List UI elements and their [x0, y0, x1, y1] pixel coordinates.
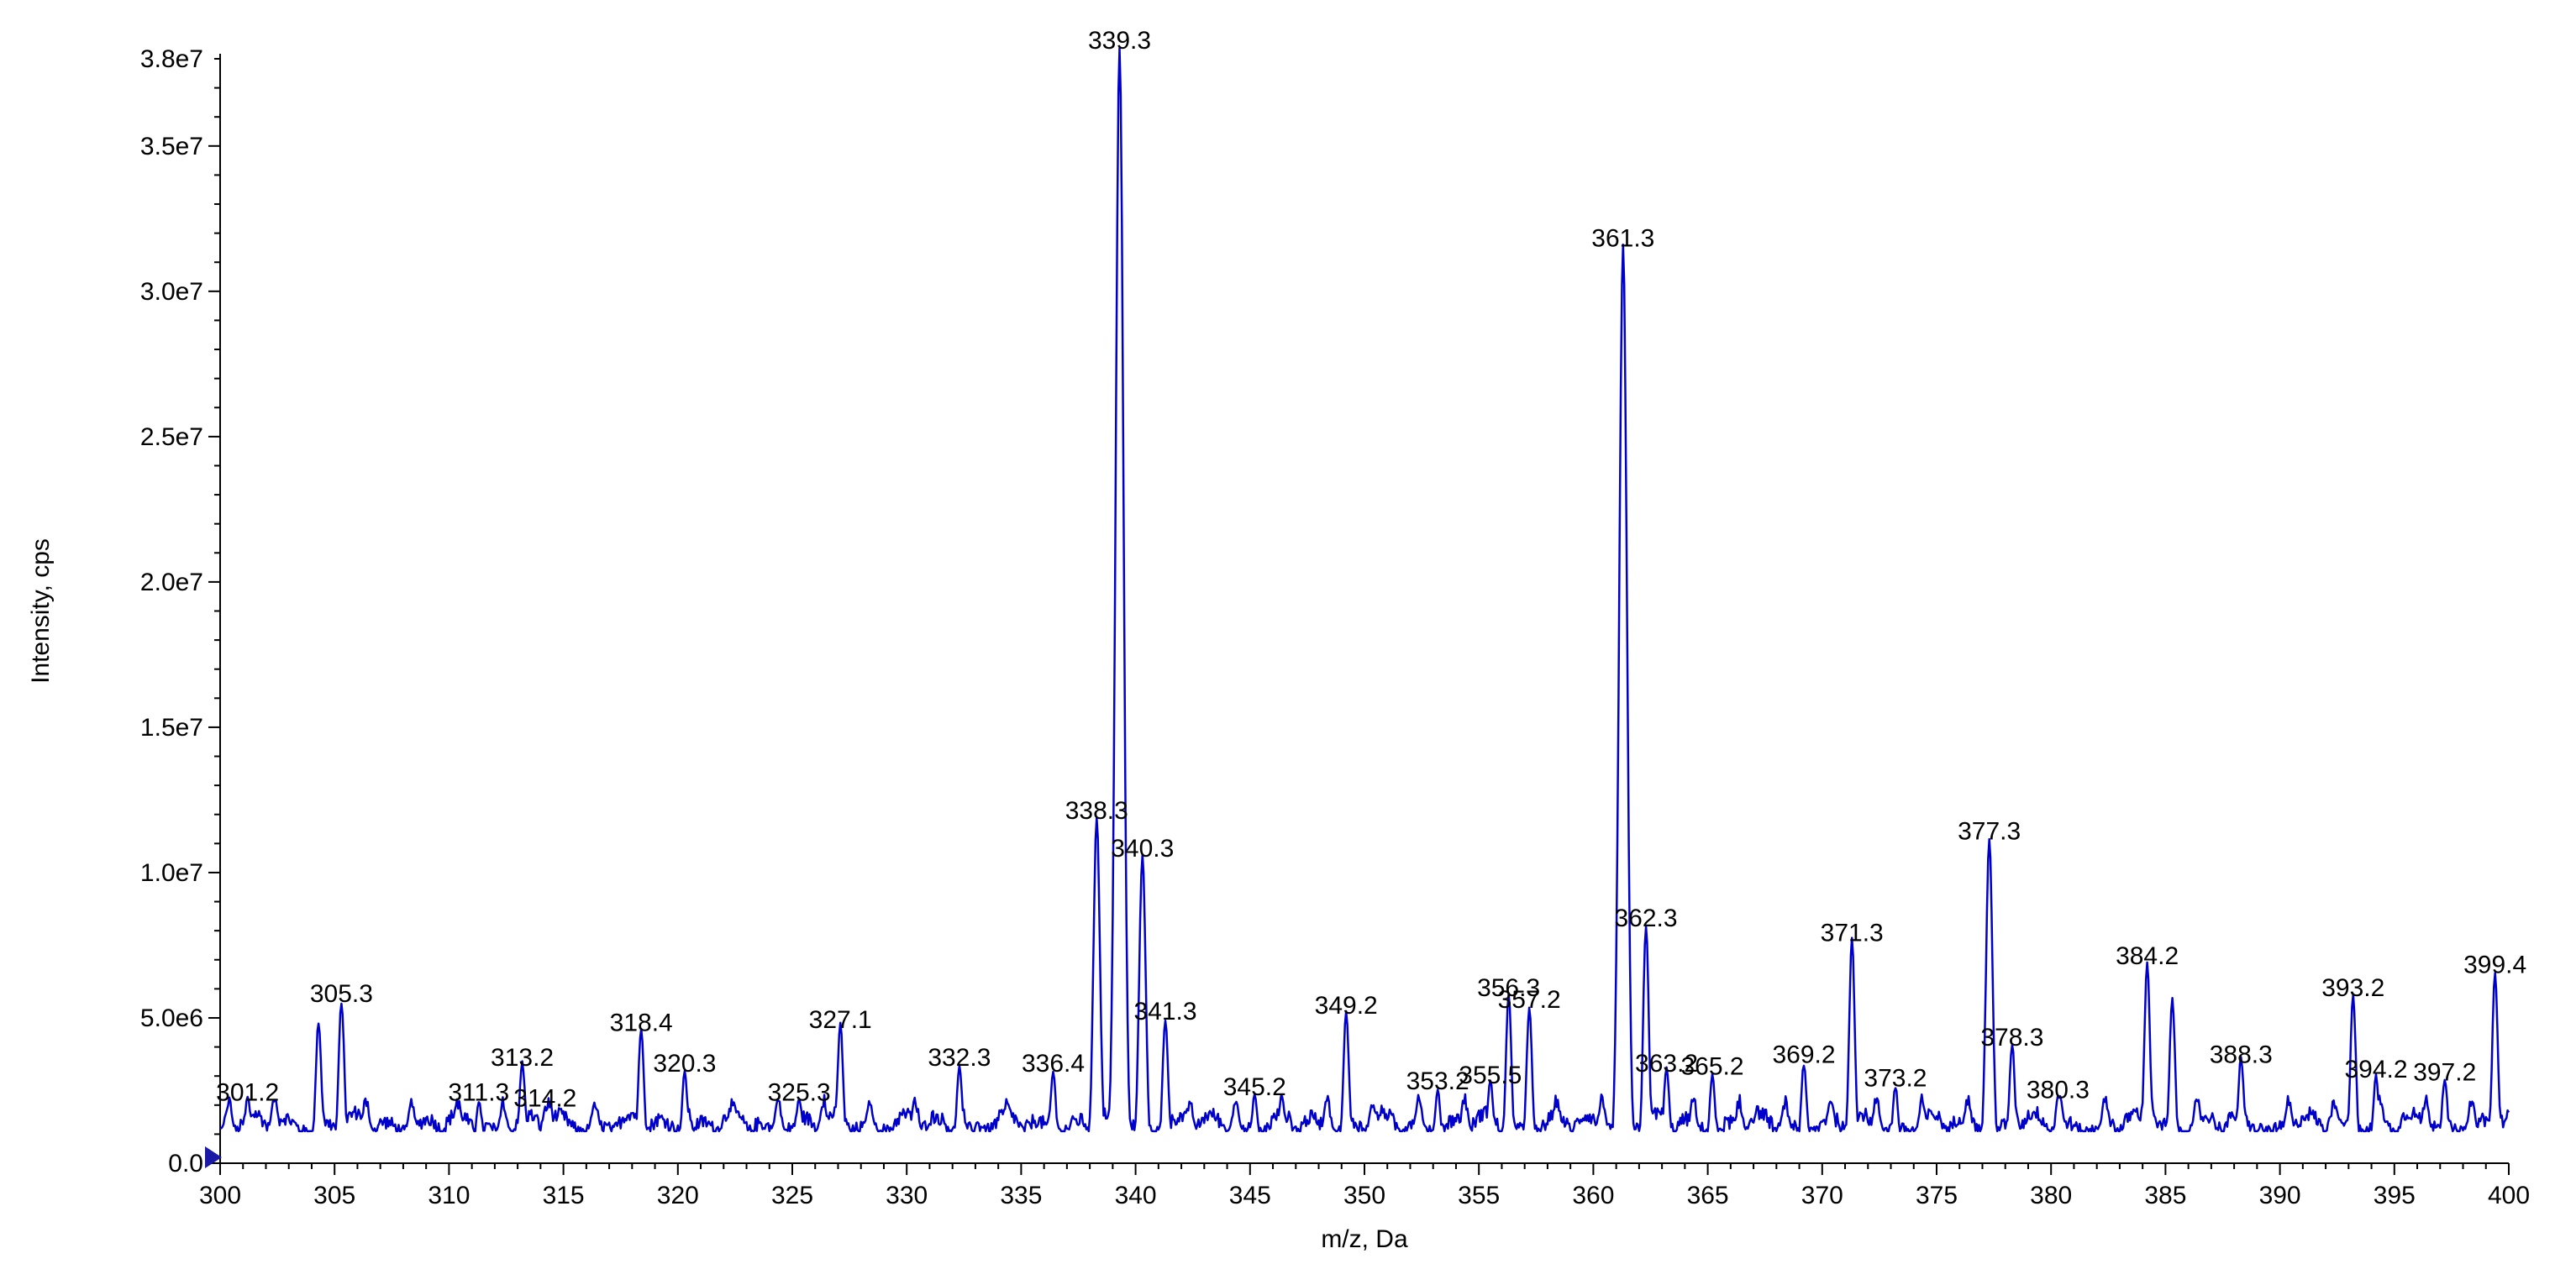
- y-tick-label: 3.8e7: [140, 45, 203, 73]
- x-tick-label: 335: [1000, 1182, 1042, 1209]
- peak-label: 371.3: [1821, 919, 1884, 947]
- x-tick-label: 340: [1115, 1182, 1157, 1209]
- peak-label: 340.3: [1111, 835, 1174, 863]
- peak-label: 301.2: [216, 1079, 279, 1107]
- x-tick-label: 385: [2144, 1182, 2186, 1209]
- x-tick-label: 360: [1572, 1182, 1614, 1209]
- peak-label: 378.3: [1980, 1024, 2043, 1052]
- peak-label: 362.3: [1615, 905, 1678, 932]
- x-tick-label: 375: [1916, 1182, 1958, 1209]
- x-tick-label: 395: [2374, 1182, 2416, 1209]
- x-tick-label: 320: [657, 1182, 699, 1209]
- y-axis-ticks: 0.0 5.0e6 1.0e7 1.5e7 2.0e7 2.5e7 3.0e7 3.5e7 3.…: [140, 45, 220, 1177]
- peak-label: 363.2: [1635, 1050, 1698, 1078]
- x-axis-ticks: 300 305 310 315 320 325 330 335 340 345 350 355 360 3…: [199, 1163, 2530, 1209]
- peak-label: 356.3: [1477, 974, 1540, 1002]
- y-tick-label: 5.0e6: [140, 1004, 203, 1032]
- x-tick-label: 365: [1687, 1182, 1729, 1209]
- peak-label: 314.2: [513, 1085, 576, 1113]
- peak-label: 393.2: [2321, 974, 2384, 1002]
- x-axis-title: m/z, Da: [1321, 1225, 1408, 1253]
- peak-label: 399.4: [2463, 951, 2526, 978]
- y-tick-label: 1.5e7: [140, 714, 203, 742]
- peak-label: 394.2: [2344, 1056, 2407, 1083]
- x-tick-label: 350: [1343, 1182, 1385, 1209]
- peak-label: 338.3: [1065, 797, 1128, 825]
- peak-labels: 301.2 305.3 311.3 313.2 314.2 318.4 320.3 325.3…: [216, 27, 2526, 1113]
- axis-origin-marker: [205, 1146, 222, 1168]
- x-tick-label: 390: [2259, 1182, 2301, 1209]
- peak-label: 345.2: [1223, 1073, 1286, 1101]
- x-tick-label: 330: [886, 1182, 928, 1209]
- y-tick-label: 1.0e7: [140, 859, 203, 887]
- x-tick-label: 310: [428, 1182, 470, 1209]
- peak-label: 341.3: [1133, 998, 1196, 1025]
- x-tick-label: 315: [543, 1182, 585, 1209]
- peak-label: 384.2: [2116, 942, 2179, 970]
- peak-label: 380.3: [2027, 1076, 2090, 1104]
- peak-label: 397.2: [2413, 1058, 2476, 1086]
- peak-label: 332.3: [928, 1044, 991, 1072]
- x-tick-label: 400: [2488, 1182, 2530, 1209]
- x-tick-label: 325: [771, 1182, 813, 1209]
- y-tick-label: 3.0e7: [140, 278, 203, 306]
- peak-label: 373.2: [1864, 1064, 1927, 1092]
- x-tick-label: 380: [2030, 1182, 2072, 1209]
- peak-label: 318.4: [610, 1010, 673, 1037]
- peak-label: 357.2: [1498, 986, 1561, 1014]
- peak-label: 365.2: [1681, 1053, 1744, 1081]
- peak-label: 388.3: [2210, 1041, 2273, 1069]
- x-tick-label: 355: [1458, 1182, 1500, 1209]
- peak-label: 320.3: [653, 1050, 716, 1078]
- peak-label: 349.2: [1315, 992, 1378, 1020]
- peak-label: 339.3: [1088, 27, 1151, 55]
- y-tick-label: 3.5e7: [140, 133, 203, 160]
- peak-label: 377.3: [1958, 817, 2021, 845]
- y-tick-label: 2.0e7: [140, 569, 203, 596]
- peak-label: 336.4: [1022, 1050, 1085, 1078]
- peak-label: 325.3: [768, 1079, 831, 1107]
- x-tick-label: 345: [1229, 1182, 1271, 1209]
- x-tick-label: 300: [199, 1182, 241, 1209]
- y-tick-label: 2.5e7: [140, 423, 203, 451]
- peak-label: 311.3: [448, 1079, 509, 1107]
- y-tick-label: 0.0: [168, 1150, 203, 1177]
- spectrum-trace: [219, 46, 2510, 1133]
- peak-label: 305.3: [310, 980, 373, 1008]
- peak-label: 327.1: [809, 1006, 872, 1034]
- x-tick-label: 305: [313, 1182, 355, 1209]
- peak-label: 353.2: [1406, 1067, 1469, 1095]
- peak-label: 355.5: [1459, 1062, 1522, 1089]
- peak-label: 313.2: [491, 1044, 554, 1072]
- x-tick-label: 370: [1801, 1182, 1843, 1209]
- peak-label: 361.3: [1591, 224, 1654, 252]
- y-axis-title: Intensity, cps: [27, 538, 55, 684]
- peak-label: 369.2: [1772, 1041, 1835, 1069]
